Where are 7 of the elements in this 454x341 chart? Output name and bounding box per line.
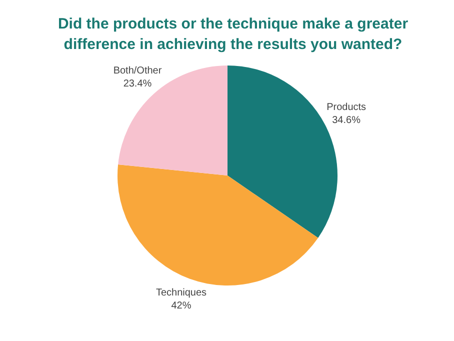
data-label: 23.4% <box>123 78 152 90</box>
data-label: 42% <box>171 300 192 312</box>
data-label: 34.6% <box>332 115 361 126</box>
slice-label: Both/Other <box>113 65 162 76</box>
chart-title: Did the products or the technique make a greater difference in achieving the results you wanted? <box>58 16 408 53</box>
slice-label: Products <box>326 102 366 113</box>
slice-label: Techniques <box>156 287 207 298</box>
